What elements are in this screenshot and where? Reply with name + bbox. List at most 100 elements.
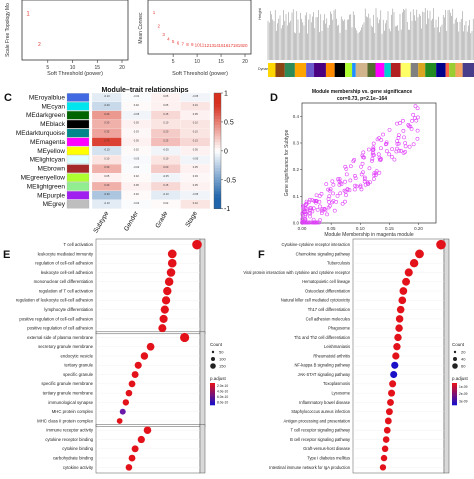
e-p-gradient <box>210 395 215 397</box>
colorbar-tick-label: -1 <box>224 206 230 213</box>
heatmap-cell-value: 0.05 <box>134 183 140 187</box>
colorbar-step <box>214 130 221 134</box>
panel-a-ylabel: Scale Free Topology Mo <box>5 3 11 57</box>
panel-d-point <box>343 179 347 184</box>
panel-a-tick-label: 15 <box>94 65 100 71</box>
heatmap-row-label: MElightcyan <box>30 157 66 164</box>
heatmap-row-label: MEbrown <box>38 166 66 173</box>
heatmap-row-label: MEyellow <box>37 148 65 155</box>
e-p-gradient <box>210 385 215 387</box>
heatmap-cell-value: -0.05 <box>133 112 139 116</box>
f-dot <box>385 408 393 416</box>
e-term-label: regulation of leukocyte cell-cell adhesi… <box>16 298 94 303</box>
panel-d-y-tick-label: 0.3 <box>293 141 300 146</box>
heatmap-cell-value: 0.20 <box>163 165 169 169</box>
panel-b-tick-label: 20 <box>242 59 248 65</box>
e-dot <box>159 314 168 323</box>
e-term-label: positive regulation of cell-cell adhesio… <box>19 316 93 321</box>
e-term-label: regulation of T cell activation <box>39 288 94 293</box>
panel-d-point <box>384 141 389 146</box>
f-term-label: Chemokine signaling pathway <box>296 251 351 256</box>
panel-b-point: 15 <box>219 43 225 48</box>
e-term-label: cytokine binding <box>62 446 93 451</box>
panel-d-point <box>358 185 363 189</box>
panel-b-point: 12 <box>204 43 210 48</box>
panel-d-point <box>362 175 367 180</box>
e-p-label: 2.0e-10 <box>217 384 228 388</box>
e-p-label: 8.0e-10 <box>217 400 228 404</box>
panel-b-tick-label: 15 <box>218 59 224 65</box>
panel-d-point <box>306 200 311 205</box>
e-p-gradient <box>210 389 215 391</box>
panel-d-point <box>328 187 333 192</box>
f-dot <box>395 315 404 323</box>
f-count-key <box>453 357 457 361</box>
colorbar-step <box>214 156 221 160</box>
panel-b-point: 2 <box>158 23 161 28</box>
heatmap-cell-value: -0.05 <box>192 94 198 98</box>
e-dot <box>180 332 190 343</box>
e-dot <box>160 305 169 314</box>
panel-d-point <box>348 164 353 169</box>
panel-d-point <box>371 153 376 158</box>
e-p-gradient <box>210 394 215 396</box>
f-p-gradient <box>452 403 457 406</box>
panel-b-point: 4 <box>167 37 170 42</box>
heatmap-row-label: MEmagenta <box>30 139 65 146</box>
panel-d-point <box>378 157 383 162</box>
f-p-gradient <box>452 388 457 390</box>
f-dot <box>392 352 400 360</box>
panel-d-point <box>330 179 335 184</box>
panel-b-point: 9 <box>191 42 194 47</box>
panel-f-dots <box>353 239 446 471</box>
panel-d-point <box>310 220 315 225</box>
colorbar-step <box>214 98 221 102</box>
f-term-label: Natural killer cell mediated cytotoxicit… <box>281 298 351 303</box>
panel-d-point <box>315 208 320 212</box>
panel-b-point: 17 <box>228 43 234 48</box>
f-dot <box>379 464 387 471</box>
f-term-label: Lysosome <box>331 391 350 396</box>
panel-d-point <box>366 147 371 152</box>
heatmap-row-label: MEdarkgreen <box>26 112 65 119</box>
module-color-swatch <box>66 93 90 102</box>
e-dot <box>128 380 136 388</box>
f-term-label: Osteoclast differentiation <box>305 288 351 293</box>
colorbar-tick-label: 1 <box>224 91 228 98</box>
e-term-label: MHC protein complex <box>52 409 94 414</box>
panel-d-point <box>353 183 357 188</box>
e-p-gradient <box>210 390 215 393</box>
heatmap-cell-value: 0.30 <box>104 165 110 169</box>
panel-d-point <box>367 166 372 171</box>
heatmap-cell-value: 0.10 <box>193 121 199 125</box>
e-dot <box>167 258 177 268</box>
tree-cut-segment <box>410 63 419 77</box>
e-dot <box>137 435 145 444</box>
e-term-label: MHC class II protein complex <box>37 418 94 423</box>
e-group-strip <box>199 331 206 427</box>
f-dot <box>398 296 407 305</box>
colorbar-step <box>214 162 221 166</box>
e-p-gradient <box>210 399 215 401</box>
panel-d-point <box>326 205 331 210</box>
heatmap-cell-value: 0.05 <box>134 139 140 143</box>
e-p-label: 6.0e-10 <box>217 395 228 399</box>
module-color-swatch <box>66 164 90 173</box>
colorbar-step <box>214 124 221 129</box>
e-term-label: specific granule membrane <box>41 381 93 386</box>
tree-cut-segment <box>384 63 391 77</box>
panel-d-point <box>413 104 418 109</box>
panel-d-point <box>353 173 357 178</box>
panel-d-point <box>323 208 328 213</box>
panel-d-point <box>310 209 315 214</box>
heatmap-cell-value: -0.05 <box>163 174 169 178</box>
f-dot <box>396 305 405 314</box>
panel-d-point <box>315 220 320 225</box>
panel-b-frame <box>147 0 252 55</box>
e-term-label: leukocyte mediated immunity <box>38 251 94 256</box>
panel-f-letter: F <box>258 249 265 261</box>
panel-d-point <box>361 150 366 155</box>
panel-b-axis: 5 10 15 20 <box>172 54 248 65</box>
e-dot <box>143 426 152 435</box>
colorbar-step <box>214 182 221 186</box>
